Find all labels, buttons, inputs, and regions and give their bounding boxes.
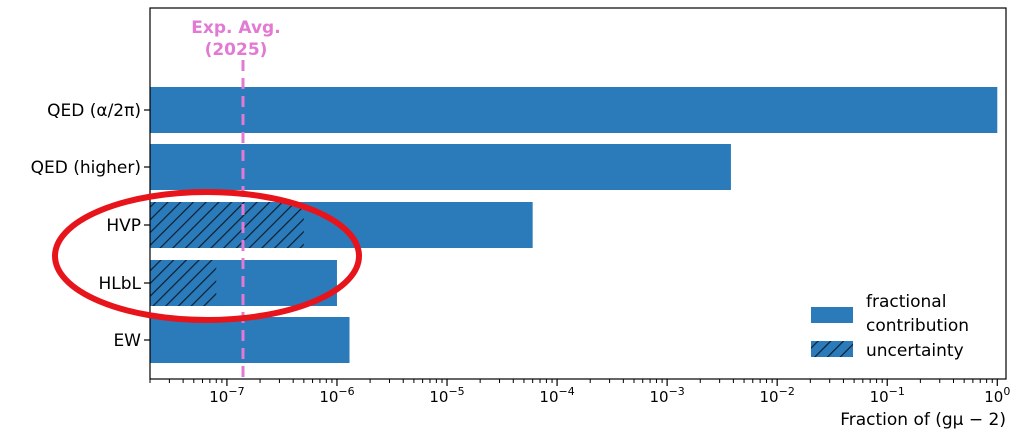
reference-line-label-2: (2025) <box>205 40 268 60</box>
bar-fraction-1 <box>150 144 731 190</box>
bar-uncertainty-2 <box>150 202 304 248</box>
reference-line-label-1: Exp. Avg. <box>191 18 280 38</box>
x-axis-title: Fraction of (gμ − 2) <box>840 410 1006 430</box>
x-tick-label-4: 10−3 <box>649 385 684 406</box>
category-label-2: HVP <box>106 216 141 236</box>
x-tick-label-5: 10−2 <box>760 385 795 406</box>
x-tick-label-7: 100 <box>984 385 1010 406</box>
highlight-ellipse <box>52 189 362 323</box>
category-labels-layer: QED (α/2π) QED (higher) HVP HLbL EW <box>31 101 150 351</box>
x-ticks-layer: 10−7 10−6 10−5 10−4 10−3 10−2 10−1 100 <box>149 379 1010 406</box>
bar-fraction-0 <box>150 87 998 133</box>
bar-fraction-4 <box>150 317 350 363</box>
legend-label-fractional-1: fractional <box>866 292 946 312</box>
bars-layer <box>150 87 998 363</box>
x-tick-label-2: 10−5 <box>429 385 464 406</box>
legend-label-uncertainty: uncertainty <box>866 341 964 361</box>
category-label-0: QED (α/2π) <box>47 101 141 121</box>
legend-swatch-fractional <box>811 307 853 323</box>
x-tick-label-1: 10−6 <box>319 385 354 406</box>
x-tick-label-6: 10−1 <box>870 385 905 406</box>
x-tick-label-3: 10−4 <box>539 385 574 406</box>
legend-label-fractional-2: contribution <box>866 316 969 336</box>
x-tick-label-0: 10−7 <box>209 385 244 406</box>
legend: fractional contribution uncertainty <box>811 292 969 361</box>
legend-swatch-uncertainty <box>811 341 853 357</box>
category-label-1: QED (higher) <box>31 158 141 178</box>
category-label-4: EW <box>113 331 141 351</box>
bar-uncertainty-3 <box>150 260 217 306</box>
category-label-3: HLbL <box>98 274 141 294</box>
